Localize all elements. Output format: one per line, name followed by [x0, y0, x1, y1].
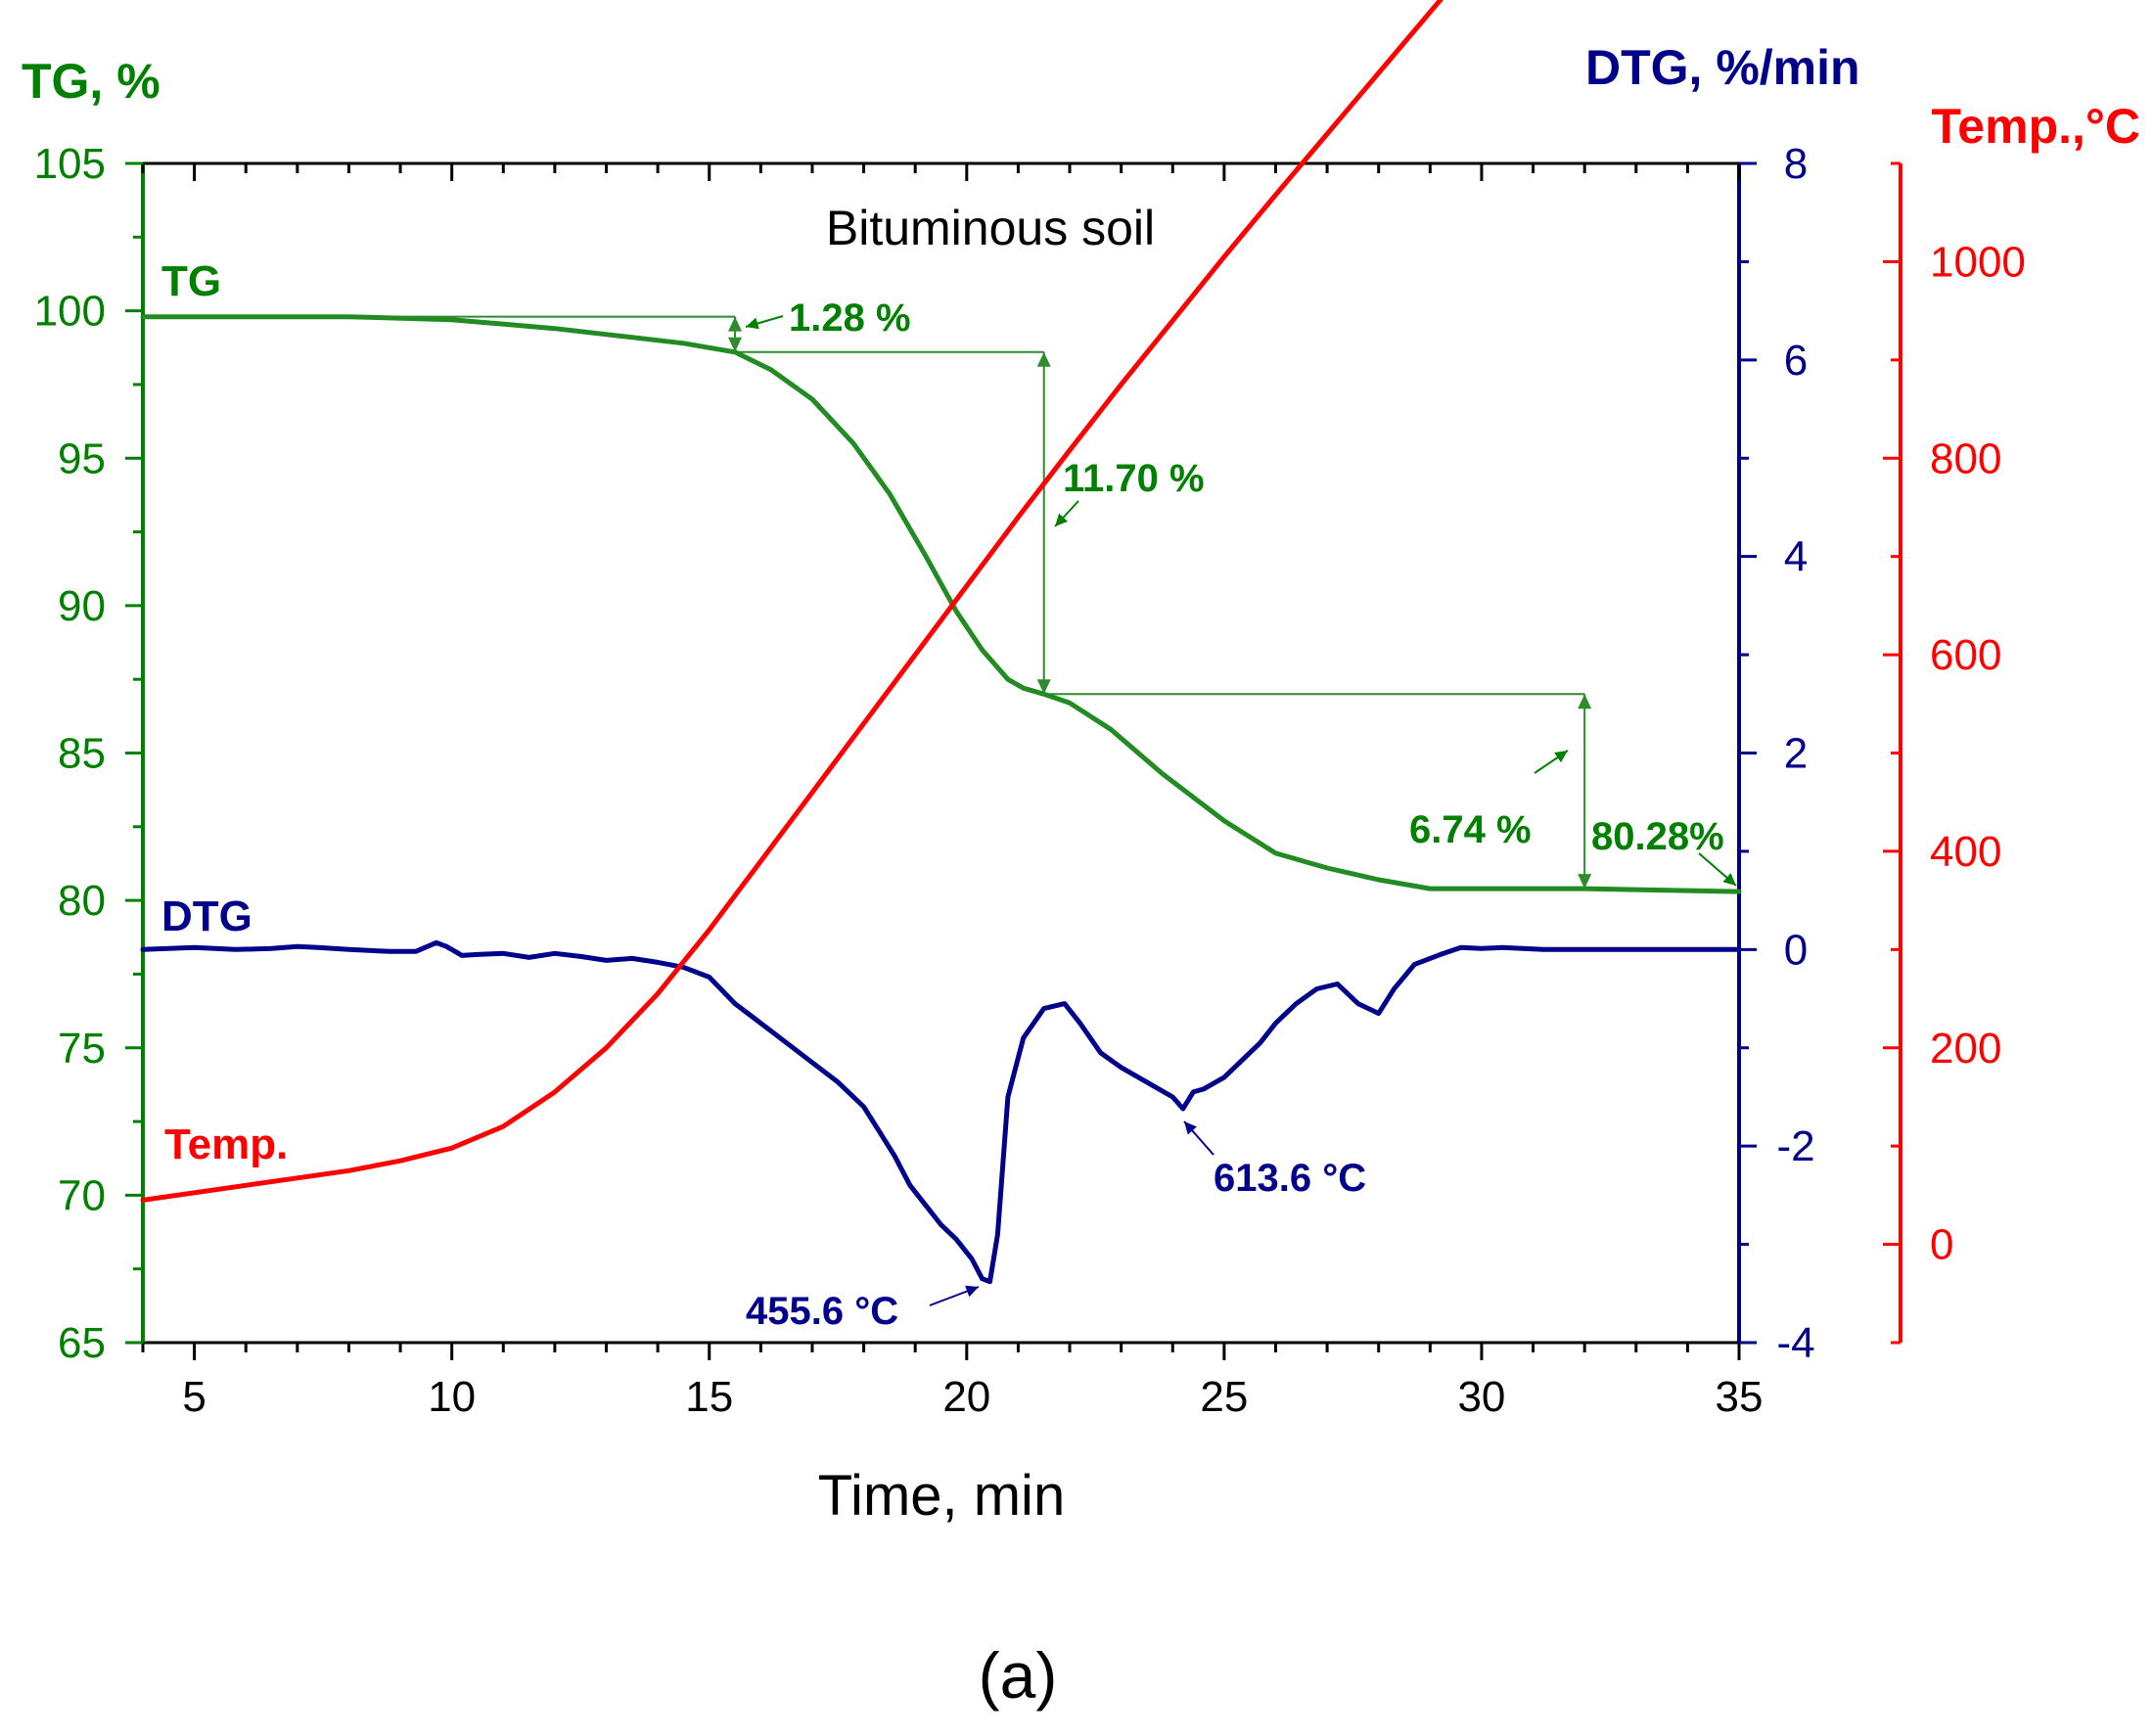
step2-arrow-head-top	[1036, 351, 1051, 367]
x-tick-label: 15	[685, 1373, 733, 1421]
tg-tick-label: 80	[58, 877, 106, 925]
tg-tick-label: 75	[58, 1025, 106, 1073]
dtg-tick-label: 4	[1784, 533, 1808, 581]
data-series	[140, 0, 1742, 1285]
step1-arrow-head-top	[728, 316, 743, 332]
x-axis-title: Time, min	[818, 1464, 1065, 1528]
axis-labels: 5 10 15 20 25 30 3565707580859095100105-4-2024…	[22, 40, 2140, 1712]
annotation-arrowhead	[746, 317, 759, 330]
temp-series-label: Temp.	[164, 1120, 288, 1168]
temp-tick-label: 400	[1930, 828, 2001, 876]
dtg-tick-label: 2	[1784, 730, 1808, 778]
annotations: TG DTG Temp. 1.28 % 11.70 % 6.74 % 80.28% 455.6…	[161, 257, 1737, 1333]
x-tick-label: 5	[182, 1373, 206, 1421]
x-tick-label: 20	[942, 1373, 990, 1421]
step2-arrow-head-bottom	[1036, 679, 1051, 695]
dtg-tick-label: 0	[1784, 926, 1808, 974]
annotation-arrowhead	[1184, 1121, 1197, 1135]
series-line-temp	[140, 0, 1444, 1203]
dtg-series-label: DTG	[161, 892, 252, 940]
temp-tick-label: 200	[1930, 1025, 2001, 1073]
dtg-tick-label: -4	[1776, 1319, 1814, 1367]
series-line-dtg	[140, 939, 1742, 1285]
dtg-tick-label: -2	[1776, 1122, 1814, 1170]
dtg-tick-label: 8	[1784, 140, 1808, 188]
annotation-arrowhead	[1722, 873, 1736, 886]
axis-ticks	[125, 161, 1901, 1360]
annotation-label: 6.74 %	[1409, 808, 1532, 851]
x-tick-label: 30	[1457, 1373, 1505, 1421]
tg-tick-label: 100	[34, 288, 106, 336]
temp-axis-title: Temp.,°C	[1931, 99, 2140, 154]
x-tick-label: 35	[1716, 1373, 1764, 1421]
plot-frame	[141, 161, 1902, 1345]
panel-label: (a)	[979, 1639, 1058, 1712]
chart-title: Bituminous soil	[826, 201, 1155, 255]
temp-tick-label: 0	[1930, 1221, 1953, 1269]
step3-arrow-head-bottom	[1578, 874, 1592, 890]
x-tick-label: 10	[428, 1373, 476, 1421]
annotation-label: 1.28 %	[789, 297, 911, 340]
step3-arrow-head-top	[1578, 694, 1592, 709]
tg-tick-label: 70	[58, 1171, 106, 1219]
annotation-label: 11.70 %	[1063, 457, 1205, 500]
annotation-arrowhead	[1554, 751, 1568, 763]
series-line-tg	[140, 314, 1742, 894]
temp-tick-label: 800	[1930, 434, 2001, 482]
annotation-arrowhead	[1055, 513, 1068, 526]
temp-tick-label: 600	[1930, 631, 2001, 679]
annotation-label: 613.6 °C	[1214, 1157, 1366, 1200]
step1-arrow-head-bottom	[728, 337, 743, 352]
tg-series-label: TG	[161, 257, 221, 305]
tg-axis-title: TG, %	[22, 54, 160, 109]
x-tick-label: 25	[1200, 1373, 1248, 1421]
tg-tick-label: 65	[58, 1319, 106, 1367]
tg-tick-label: 105	[34, 140, 106, 188]
temp-tick-label: 1000	[1930, 238, 2026, 286]
tg-tick-label: 95	[58, 434, 106, 482]
dtg-axis-title: DTG, %/min	[1585, 40, 1860, 95]
tg-tick-label: 90	[58, 582, 106, 630]
annotation-arrowhead	[965, 1285, 979, 1298]
annotation-label: 80.28%	[1591, 815, 1724, 858]
tg-tick-label: 85	[58, 730, 106, 778]
dtg-tick-label: 6	[1784, 337, 1808, 385]
annotation-label: 455.6 °C	[746, 1290, 898, 1333]
step-guides	[143, 315, 1592, 890]
